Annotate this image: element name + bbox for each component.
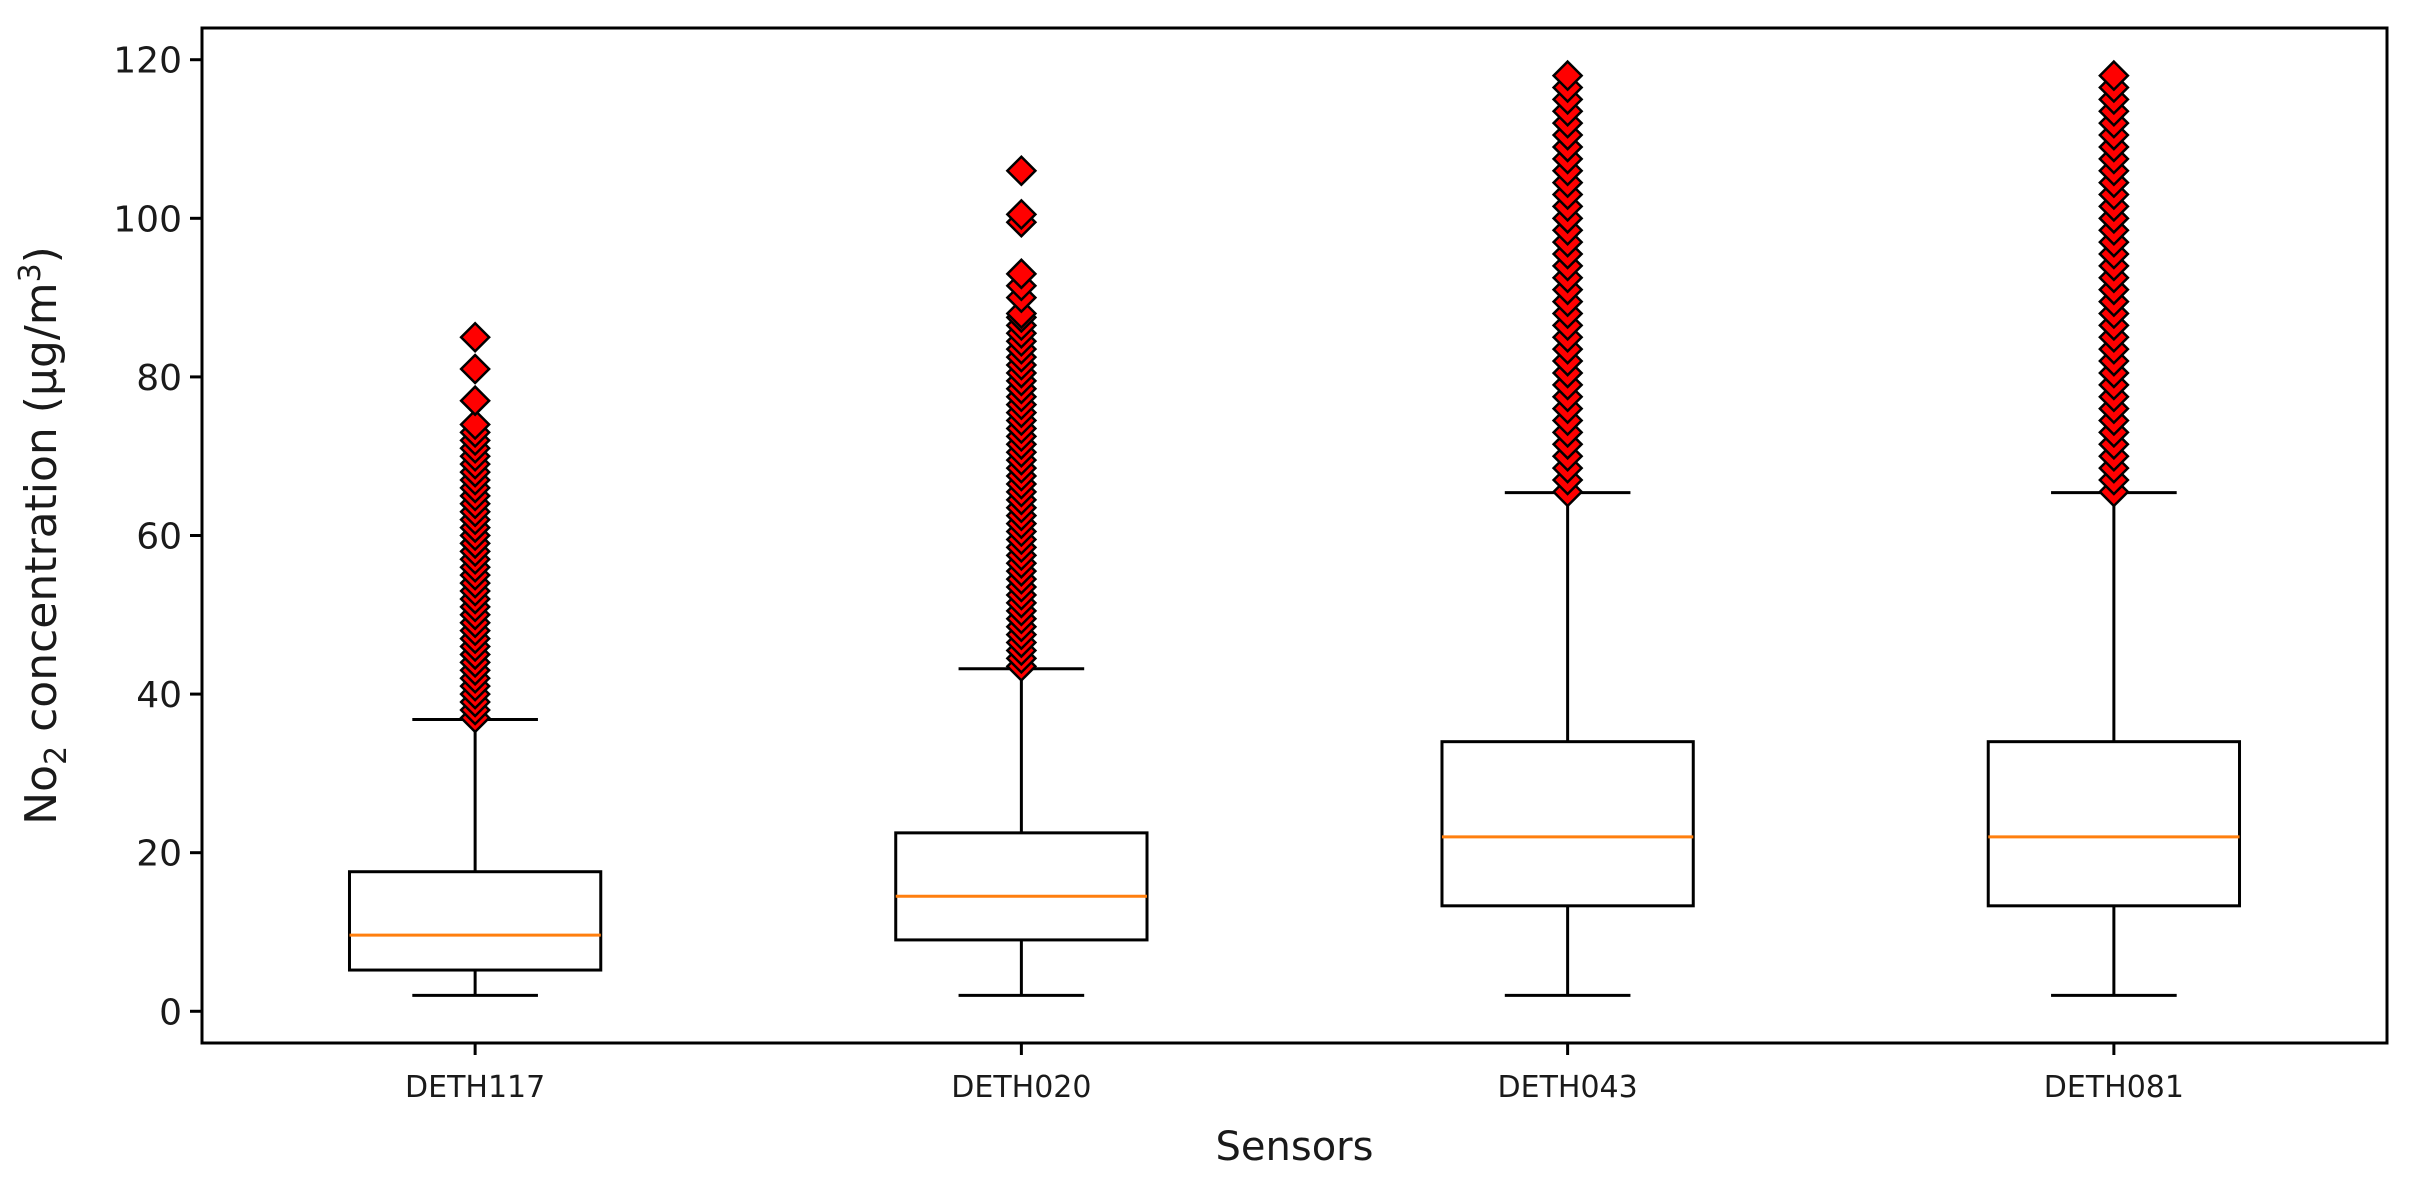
- y-label-middle: concentration (μg/m: [16, 282, 67, 745]
- y-label-sub: 2: [39, 746, 74, 765]
- x-tick-label: DETH117: [405, 1070, 545, 1105]
- y-tick-label: 0: [159, 992, 182, 1033]
- y-label-prefix: No: [16, 765, 67, 825]
- y-axis-label: No2 concentration (μg/m3): [13, 246, 74, 825]
- outlier-point: [459, 408, 491, 441]
- outlier-point: [1005, 258, 1038, 290]
- iqr-box: [894, 831, 1149, 942]
- outlier-point: [1005, 198, 1038, 231]
- y-tick-label: 120: [113, 41, 182, 82]
- outlier-point: [1005, 154, 1038, 187]
- y-label-sup: 3: [13, 263, 48, 282]
- iqr-box: [1986, 740, 2242, 908]
- x-tick-label: DETH081: [2044, 1070, 2184, 1105]
- x-axis: DETH117 DETH020 DETH043 DETH081: [405, 1043, 2184, 1105]
- y-tick-label: 60: [136, 517, 182, 558]
- iqr-box: [347, 870, 603, 972]
- box-deth020: [894, 154, 1149, 997]
- outlier-point: [1551, 59, 1584, 92]
- x-axis-label: Sensors: [1216, 1124, 1374, 1170]
- y-tick-label: 80: [136, 358, 182, 399]
- y-label-suffix: ): [16, 246, 67, 263]
- outlier-point: [459, 321, 491, 354]
- x-tick-label: DETH043: [1498, 1070, 1638, 1105]
- y-tick-label: 20: [136, 834, 182, 875]
- x-tick-label: DETH020: [951, 1070, 1091, 1105]
- outlier-point: [2098, 59, 2130, 92]
- outlier-point: [459, 353, 491, 385]
- box-deth043: [1440, 59, 1695, 997]
- y-tick-label: 40: [136, 675, 182, 716]
- box-deth117: [347, 321, 603, 997]
- iqr-box: [1440, 740, 1695, 908]
- outlier-point: [459, 384, 491, 417]
- boxes-group: [347, 59, 2242, 997]
- box-deth081: [1986, 59, 2242, 997]
- y-axis: 0 20 40 60 80 100 120: [113, 41, 202, 1033]
- y-tick-label: 100: [113, 199, 182, 240]
- outlier-point: [1005, 297, 1038, 330]
